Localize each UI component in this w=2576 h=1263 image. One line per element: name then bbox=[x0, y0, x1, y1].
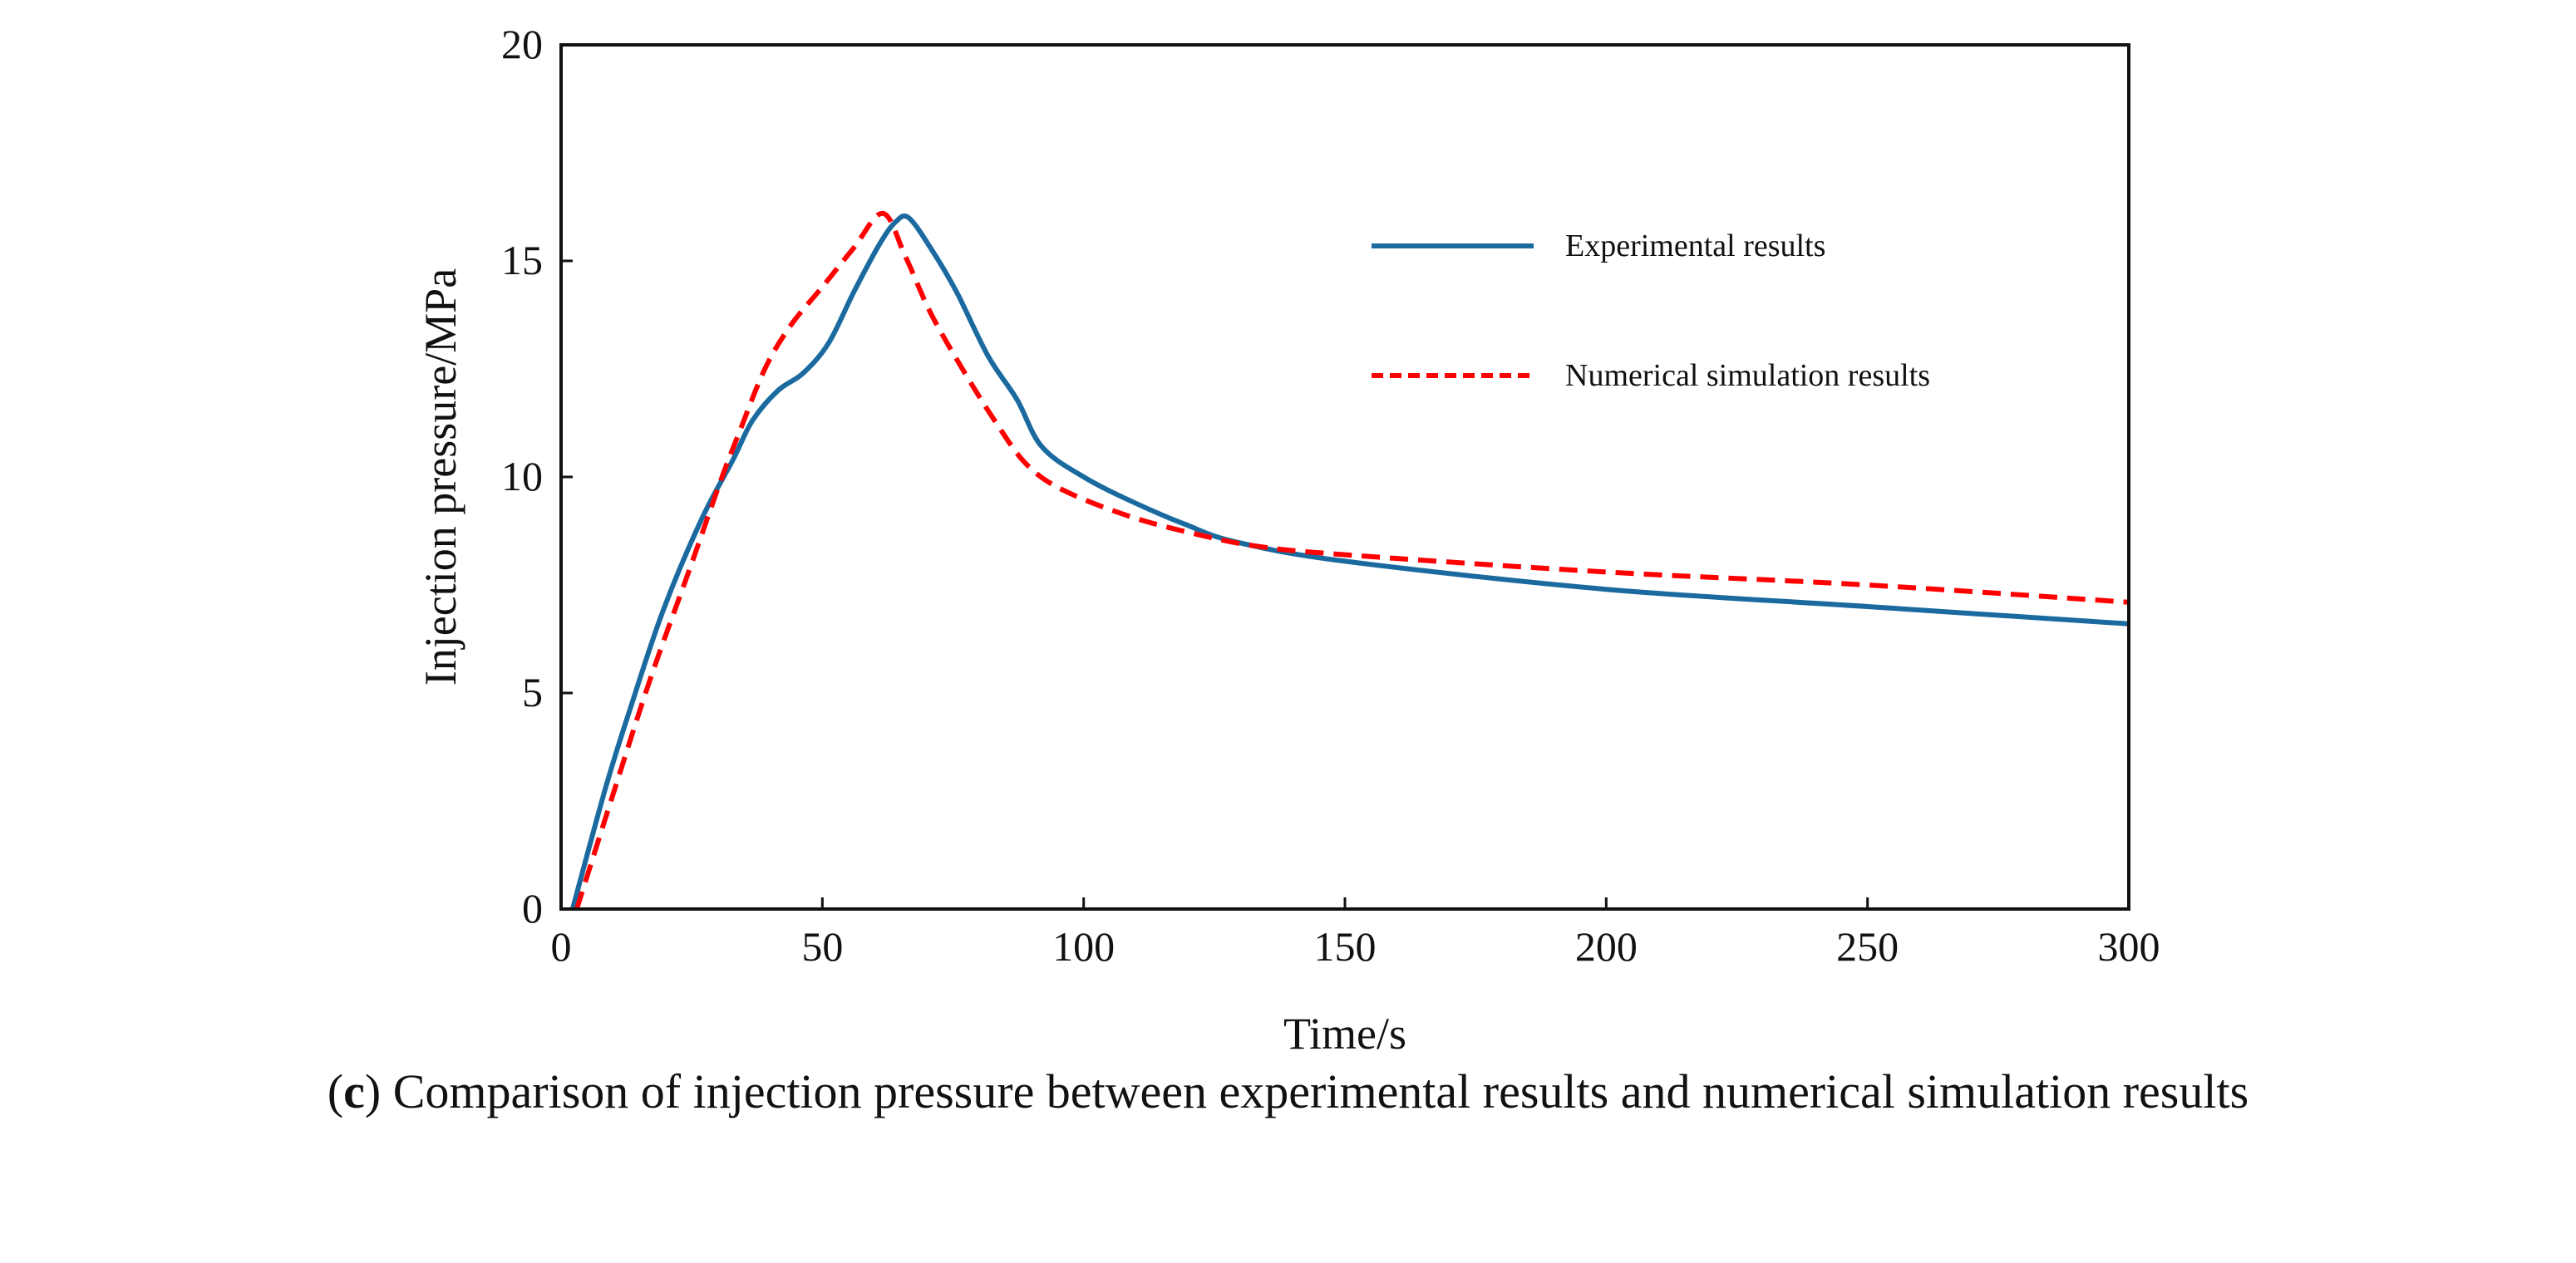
x-tick-label: 100 bbox=[1052, 923, 1115, 970]
series-line-experimental bbox=[569, 213, 2130, 910]
y-tick-label: 5 bbox=[522, 669, 543, 715]
plot-frame bbox=[559, 43, 2130, 911]
y-tick-label: 15 bbox=[501, 237, 543, 283]
x-tick-label: 50 bbox=[801, 923, 843, 970]
legend-label: Experimental results bbox=[1565, 229, 1825, 263]
x-axis-label: Time/s bbox=[1283, 1009, 1406, 1059]
x-tick-label: 0 bbox=[551, 923, 572, 970]
x-tick-label: 150 bbox=[1314, 923, 1377, 970]
caption-label: c bbox=[343, 1064, 365, 1118]
x-tick-label: 200 bbox=[1575, 923, 1638, 970]
figure-caption: (c) Comparison of injection pressure bet… bbox=[327, 1064, 2249, 1118]
legend-label: Numerical simulation results bbox=[1565, 358, 1930, 393]
y-tick-label: 20 bbox=[501, 21, 543, 67]
caption-text: Comparison of injection pressure between… bbox=[392, 1064, 2249, 1118]
y-tick-label: 10 bbox=[501, 453, 543, 499]
y-axis-label: Injection pressure/MPa bbox=[416, 268, 465, 686]
x-tick-label: 300 bbox=[2098, 923, 2160, 970]
x-tick-label: 250 bbox=[1836, 923, 1899, 970]
series-line-simulation bbox=[574, 210, 2130, 910]
legend: Experimental results Numerical simulation… bbox=[1372, 229, 1930, 393]
y-tick-label: 0 bbox=[522, 885, 543, 931]
